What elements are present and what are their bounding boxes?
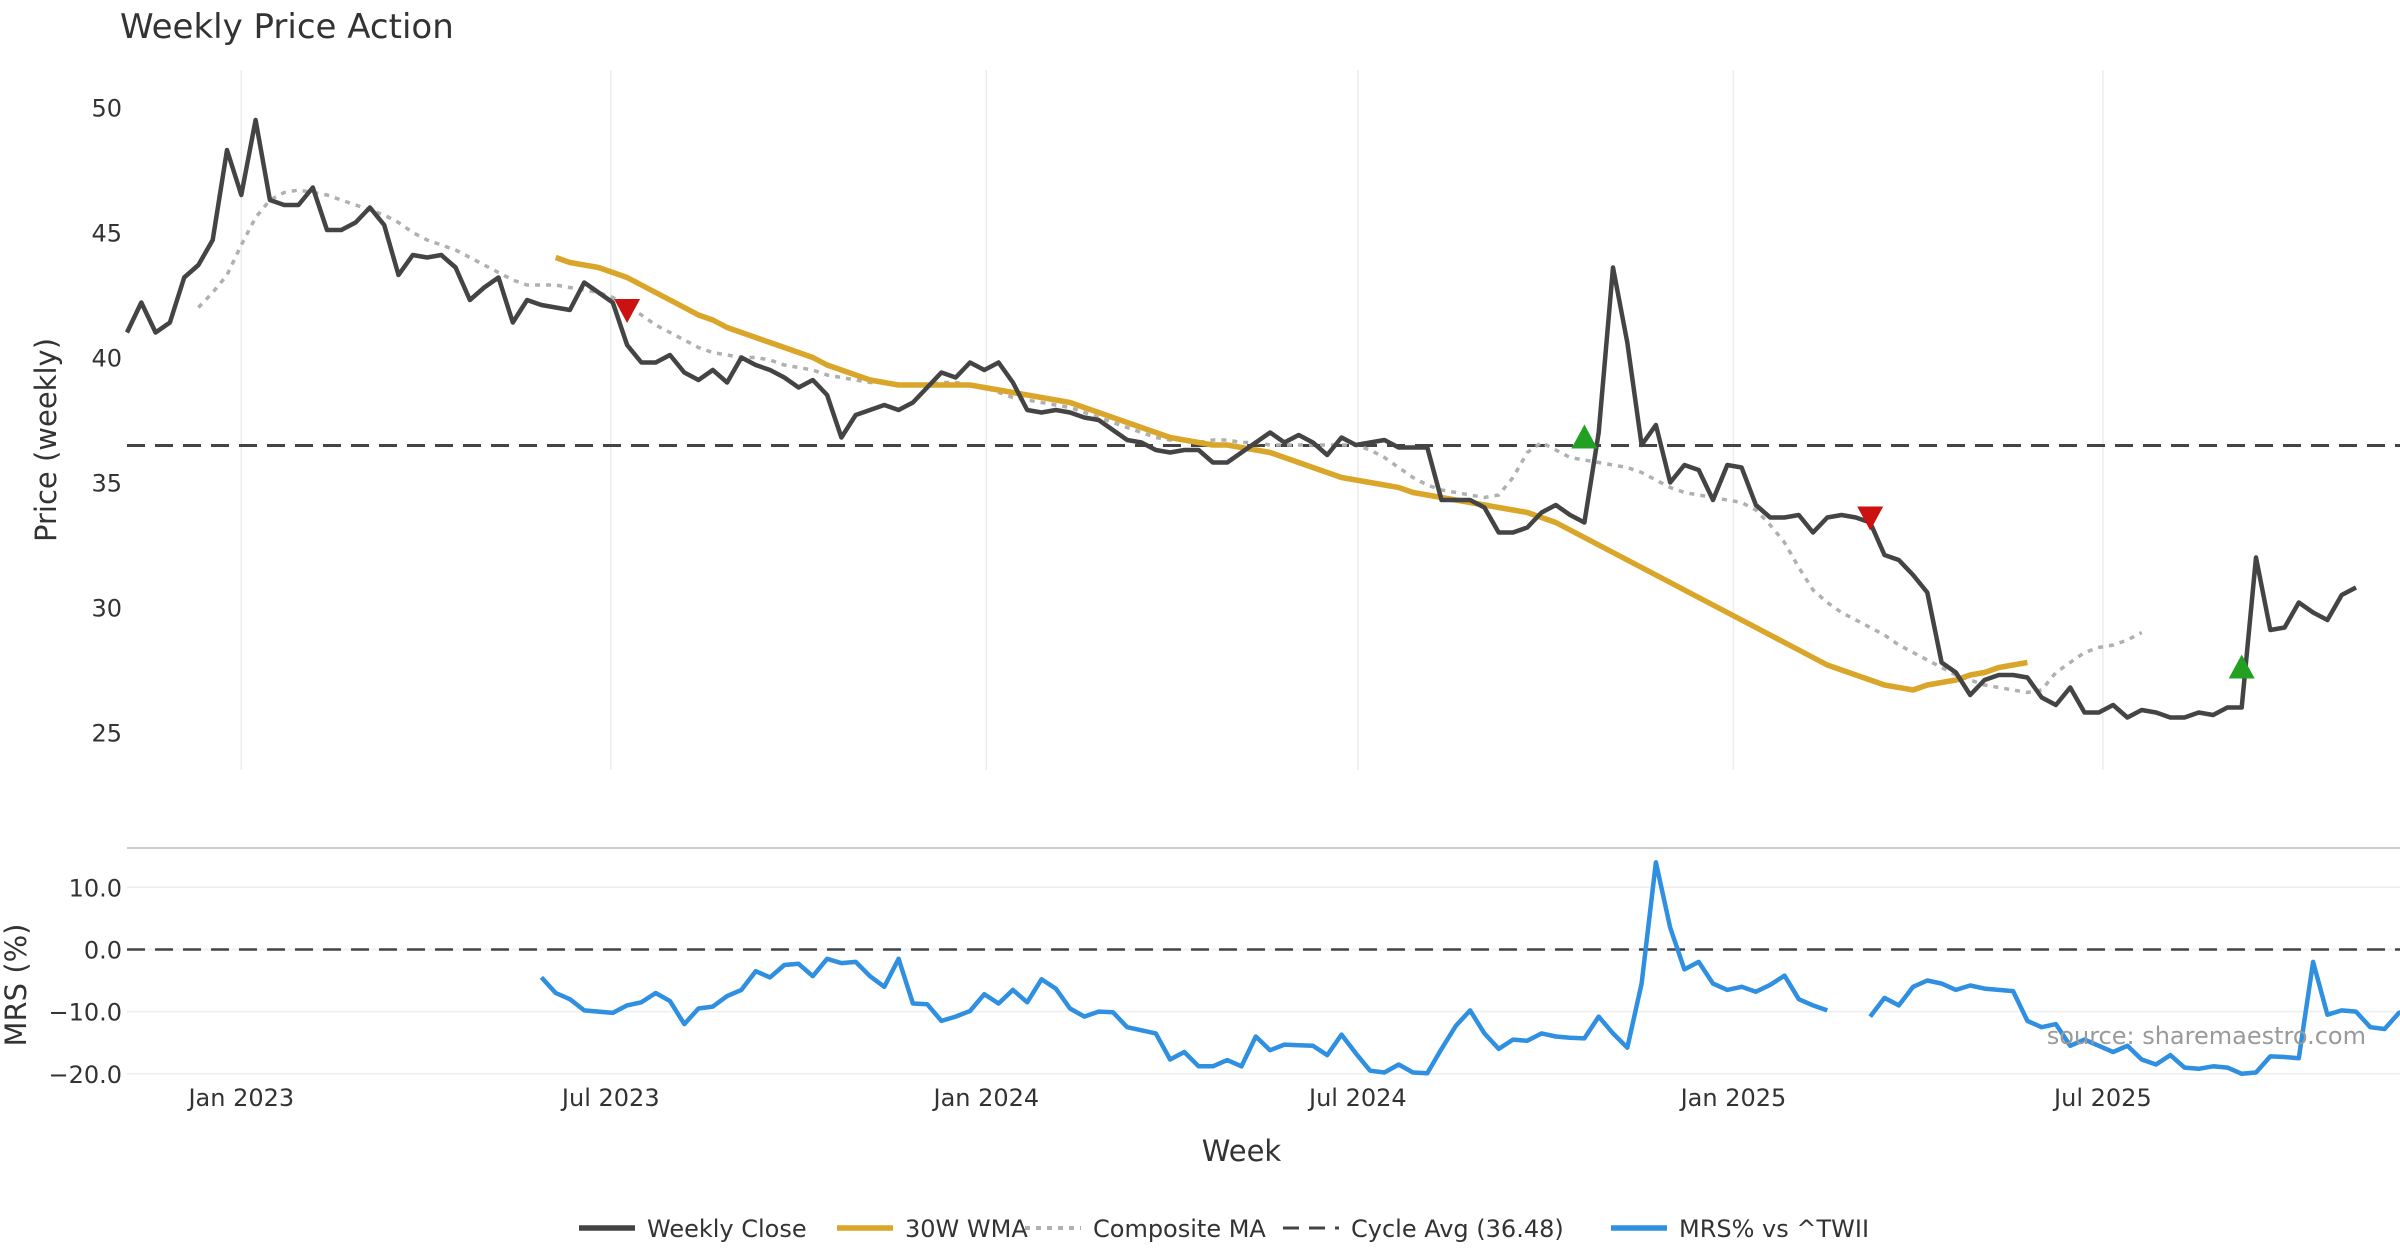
source-text: source: sharemaestro.com xyxy=(2047,1022,2366,1050)
legend-label: Weekly Close xyxy=(647,1215,807,1243)
wma-30w-line xyxy=(554,254,2028,693)
legend: Weekly Close 30W WMA Composite MA Cycle Avg… xyxy=(579,1215,1869,1243)
price-ytick-label: 50 xyxy=(91,95,122,123)
legend-item: 30W WMA xyxy=(837,1215,1028,1243)
x-tick-label: Jul 2025 xyxy=(2052,1084,2152,1112)
mrs-ytick-label: −20.0 xyxy=(48,1061,122,1089)
price-ytick-label: 25 xyxy=(91,720,122,748)
mrs-line-segment xyxy=(1868,959,2400,1077)
mrs-ytick-label: 10.0 xyxy=(69,874,122,902)
price-ytick-label: 35 xyxy=(91,470,122,498)
legend-item: Weekly Close xyxy=(579,1215,807,1243)
legend-item: Composite MA xyxy=(1025,1215,1266,1243)
legend-item: Cycle Avg (36.48) xyxy=(1283,1215,1564,1243)
mrs-line-segment xyxy=(539,860,1829,1076)
legend-label: Cycle Avg (36.48) xyxy=(1351,1215,1564,1243)
weekly-close-line xyxy=(124,117,2358,720)
x-axis-label: Week xyxy=(1202,1134,1282,1168)
legend-label: Composite MA xyxy=(1093,1215,1266,1243)
x-tick-label: Jan 2023 xyxy=(186,1084,294,1112)
x-tick-label: Jul 2024 xyxy=(1307,1084,1407,1112)
buy-signal-marker xyxy=(2228,654,2255,679)
buy-signal-marker xyxy=(1571,424,1598,449)
price-ytick-label: 30 xyxy=(91,595,122,623)
x-tick-label: Jan 2024 xyxy=(931,1084,1039,1112)
sell-signal-marker xyxy=(1857,506,1884,531)
legend-label: 30W WMA xyxy=(905,1215,1028,1243)
sell-signal-marker xyxy=(614,299,641,323)
price-ytick-label: 40 xyxy=(91,345,122,373)
mrs-ytick-label: −10.0 xyxy=(48,999,122,1027)
composite-ma-line xyxy=(197,188,2143,695)
x-tick-label: Jan 2025 xyxy=(1679,1084,1787,1112)
price-y-axis-label: Price (weekly) xyxy=(29,338,63,542)
price-panel: 25 30 35 40 45 50 Price (weekly) xyxy=(29,70,2400,849)
chart-title: Weekly Price Action xyxy=(120,7,454,47)
mrs-panel: −20.0 −10.0 0.0 10.0 MRS (%) Jan 2023 Jul 2023… xyxy=(0,860,2400,1168)
legend-label: MRS% vs ^TWII xyxy=(1679,1215,1869,1243)
legend-item: MRS% vs ^TWII xyxy=(1611,1215,1869,1243)
x-tick-label: Jul 2023 xyxy=(560,1084,660,1112)
price-ytick-label: 45 xyxy=(91,220,122,248)
mrs-y-axis-label: MRS (%) xyxy=(0,924,33,1047)
mrs-ytick-label: 0.0 xyxy=(84,936,122,964)
